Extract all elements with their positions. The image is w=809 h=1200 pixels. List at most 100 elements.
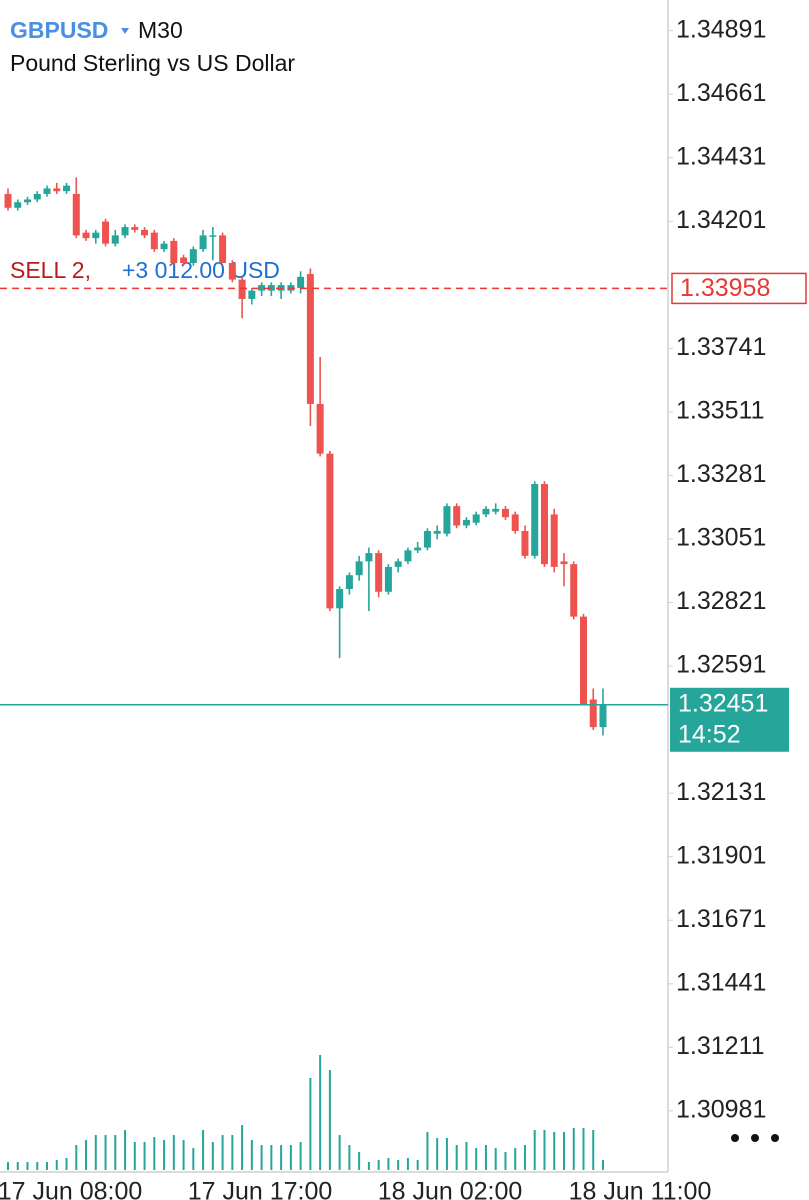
candle-body [4,193,12,208]
candle-body [521,530,529,556]
volume-bar [338,1135,341,1170]
candle-body [53,188,61,192]
candle-body [316,403,324,454]
candle-body [258,285,266,291]
candle-body [170,240,178,264]
volume-bar [348,1145,351,1170]
volume-bar [455,1145,458,1170]
y-tick-label: 1.33511 [676,397,765,425]
volume-bar [7,1162,9,1170]
candle-body [511,514,519,531]
y-tick-label: 1.31671 [676,905,766,933]
volume-bar [358,1152,361,1170]
x-tick-label: 18 Jun 02:00 [378,1178,523,1200]
volume-bar [543,1130,546,1170]
volume-bar [114,1135,117,1170]
current-price-label: 1.32451 [678,689,768,717]
volume-bar [289,1145,292,1170]
order-price-label: 1.33958 [680,274,770,302]
menu-dot[interactable] [731,1134,739,1142]
candle-body [189,249,197,264]
volume-bar [504,1152,507,1170]
timeframe[interactable]: M30 [138,17,183,43]
candle-body [82,232,90,239]
volume-bar [377,1160,380,1170]
candle-body [531,484,539,556]
volume-bar [65,1158,68,1170]
volume-bar [16,1162,19,1170]
volume-bar [221,1135,224,1170]
candle-body [501,508,509,518]
volume-bar [85,1140,88,1170]
volume-bar [153,1137,156,1170]
candle-body [375,553,383,592]
volume-bar [182,1140,185,1170]
candle-body [404,550,412,562]
volume-bar [406,1158,409,1170]
volume-bar [484,1145,487,1170]
x-tick-label: 17 Jun 17:00 [188,1178,333,1200]
candle-body [394,561,402,567]
candle-body [579,616,587,706]
order-price-box [671,272,807,305]
volume-bar [270,1145,273,1170]
volume-bar [319,1055,322,1170]
y-tick-label: 1.34661 [676,79,766,107]
volume-bar [250,1140,253,1170]
symbol-dropdown-arrow[interactable] [121,28,129,34]
candle-body [433,530,441,534]
candle-body [540,484,548,565]
volume-bar [163,1140,166,1170]
y-tick-label: 1.32131 [676,778,766,806]
candle-body [326,453,334,609]
y-tick-label: 1.31901 [676,841,766,869]
y-tick-label: 1.34201 [676,206,766,234]
y-tick-label: 1.33051 [676,524,766,552]
candle-body [209,235,217,237]
volume-bar [260,1145,263,1170]
candle-body [63,185,71,192]
volume-bar [416,1160,419,1170]
y-tick-label: 1.30981 [676,1095,766,1123]
candle-body [248,290,256,299]
candle-body [92,232,100,239]
x-tick-label: 17 Jun 08:00 [0,1178,142,1200]
volume-bar [514,1148,517,1170]
y-tick-label: 1.32821 [676,587,766,615]
volume-bar [328,1070,331,1170]
candle-body [72,193,80,236]
volume-bar [367,1162,370,1170]
symbol[interactable]: GBPUSD [10,17,108,43]
candle-body [24,199,32,203]
candle-body [560,561,568,565]
volume-bar [582,1128,585,1170]
candle-body [599,705,607,728]
y-tick-label: 1.33741 [676,333,766,361]
volume-bar [231,1135,234,1170]
candle-body [345,575,353,590]
volume-bar [104,1135,107,1170]
volume-bar [475,1148,478,1170]
volume-bar [143,1142,146,1170]
candle-body [14,202,22,208]
candle-body [111,235,119,244]
volume-bar [94,1135,97,1170]
menu-dot[interactable] [751,1134,759,1142]
volume-bar [592,1130,595,1170]
candle-body [336,589,344,609]
volume-bar [309,1078,312,1170]
menu-dot[interactable] [771,1134,779,1142]
candle-body [423,530,431,548]
candle-body [238,279,246,299]
candle-body [365,553,373,562]
candle-body [150,232,158,250]
candle-body [355,561,363,576]
volume-bar [465,1142,468,1170]
order-label: SELL 2, [10,257,91,283]
candle-body [306,274,314,404]
candle-body [131,227,139,230]
y-tick-label: 1.34891 [676,15,766,43]
y-tick-label: 1.33281 [676,460,766,488]
candle-body [141,229,149,236]
candle-body [121,227,129,236]
